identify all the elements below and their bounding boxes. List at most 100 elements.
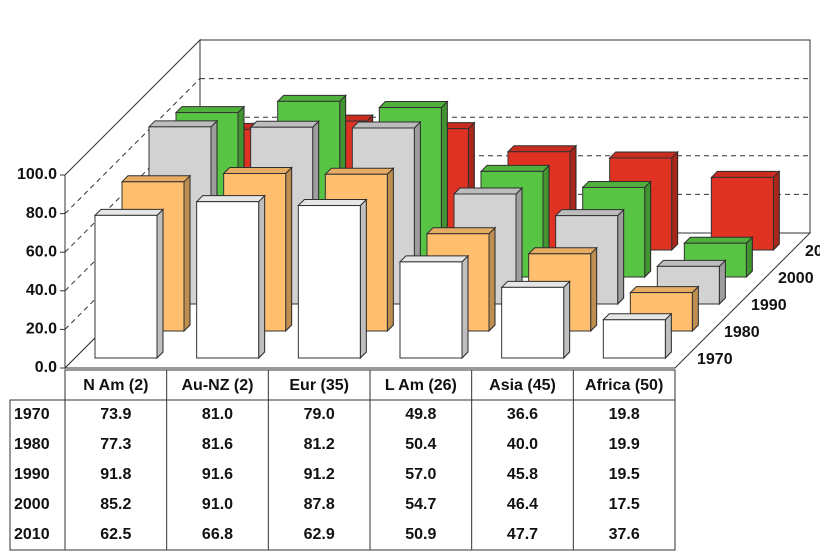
bar-top [608, 151, 679, 159]
bar-top [147, 120, 219, 128]
bar-top [378, 101, 449, 109]
table-cell: 73.9 [100, 406, 131, 423]
table-row-label: 1980 [14, 436, 50, 453]
bar-side [644, 180, 652, 279]
table-cell: 91.8 [100, 466, 131, 483]
table-cell: 45.8 [507, 466, 538, 483]
table-cell: 19.5 [609, 466, 640, 483]
bar-top [500, 280, 571, 288]
bar [94, 214, 158, 359]
bar [501, 286, 565, 359]
grid-line [64, 155, 201, 292]
table-header: N Am (2) [83, 377, 148, 394]
y-tick-label: 80.0 [26, 205, 57, 222]
bar-side [590, 246, 598, 333]
grid-line [64, 116, 201, 253]
depth-label: 2000 [778, 270, 814, 287]
bar-side [671, 150, 679, 252]
depth-label: 1980 [724, 324, 760, 341]
bar-top [629, 286, 700, 294]
table-cell: 50.9 [405, 526, 436, 543]
bar-top [249, 120, 320, 128]
y-tick-label: 0.0 [35, 359, 57, 376]
bar-side [745, 236, 753, 279]
bar-top [602, 313, 673, 321]
bar-top [479, 164, 551, 172]
bar-top [710, 170, 781, 178]
bar-top [222, 167, 293, 175]
grid-line [64, 194, 201, 330]
table-cell: 50.4 [405, 436, 436, 453]
table-cell: 87.8 [304, 496, 335, 513]
table-cell: 36.6 [507, 406, 538, 423]
table-header: Eur (35) [289, 377, 349, 394]
bar-side [563, 280, 571, 360]
bar-side [461, 254, 469, 360]
table-row-label: 1990 [14, 466, 50, 483]
table-row-label: 1970 [14, 406, 50, 423]
bar-side [664, 312, 672, 360]
table-cell: 81.6 [202, 436, 233, 453]
table-cell: 49.8 [405, 406, 436, 423]
table-cell: 85.2 [100, 496, 131, 513]
depth-label: 1990 [751, 297, 787, 314]
table-cell: 46.4 [507, 496, 538, 513]
y-tick-label: 20.0 [26, 321, 57, 338]
grid-line [64, 78, 201, 214]
bar-top [276, 94, 347, 102]
bar-top [683, 236, 754, 244]
y-tick-label: 100.0 [17, 166, 57, 183]
y-tick-label: 40.0 [26, 282, 57, 299]
table-cell: 40.0 [507, 436, 538, 453]
bar-side [617, 208, 625, 306]
bar-side [285, 166, 293, 333]
table-cell: 47.7 [507, 526, 538, 543]
table-cell: 66.8 [202, 526, 233, 543]
bar-side [183, 174, 191, 333]
table-cell: 91.2 [304, 466, 335, 483]
bar-top [93, 208, 165, 216]
bar-side [359, 198, 367, 360]
table-row-label: 2000 [14, 496, 50, 513]
bar-top [452, 187, 524, 195]
table-cell: 37.6 [609, 526, 640, 543]
bar [602, 319, 666, 359]
bar [399, 261, 463, 359]
bar-top [554, 209, 625, 217]
bar-top [398, 255, 470, 263]
bar-side [156, 208, 164, 360]
bar-top [527, 247, 598, 255]
bar-top [656, 259, 727, 267]
bar-side [772, 170, 780, 252]
table-cell: 81.2 [304, 436, 335, 453]
bar-top [120, 175, 192, 183]
bar [297, 205, 361, 359]
table-cell: 62.9 [304, 526, 335, 543]
bar-side [258, 194, 266, 360]
table-cell: 17.5 [609, 496, 640, 513]
bar-top [324, 167, 395, 175]
table-cell: 91.6 [202, 466, 233, 483]
bar-side [691, 285, 699, 333]
bar-top [195, 195, 266, 203]
table-cell: 79.0 [304, 406, 335, 423]
bar-top [174, 106, 246, 114]
table-header: Asia (45) [489, 377, 556, 394]
table-cell: 81.0 [202, 406, 233, 423]
table-cell: 91.0 [202, 496, 233, 513]
table-header: L Am (26) [385, 377, 457, 394]
bar [196, 201, 260, 359]
depth-label: 2010 [805, 243, 820, 260]
bar-top [506, 145, 578, 153]
table-cell: 19.8 [609, 406, 640, 423]
bar-top [581, 180, 652, 188]
table-header: Au-NZ (2) [182, 377, 254, 394]
bar-side [488, 226, 496, 333]
y-tick-label: 60.0 [26, 243, 57, 260]
table-cell: 19.9 [609, 436, 640, 453]
table-row-label: 2010 [14, 526, 50, 543]
table-cell: 54.7 [405, 496, 436, 513]
table-cell: 77.3 [100, 436, 131, 453]
bar-side [718, 259, 726, 306]
